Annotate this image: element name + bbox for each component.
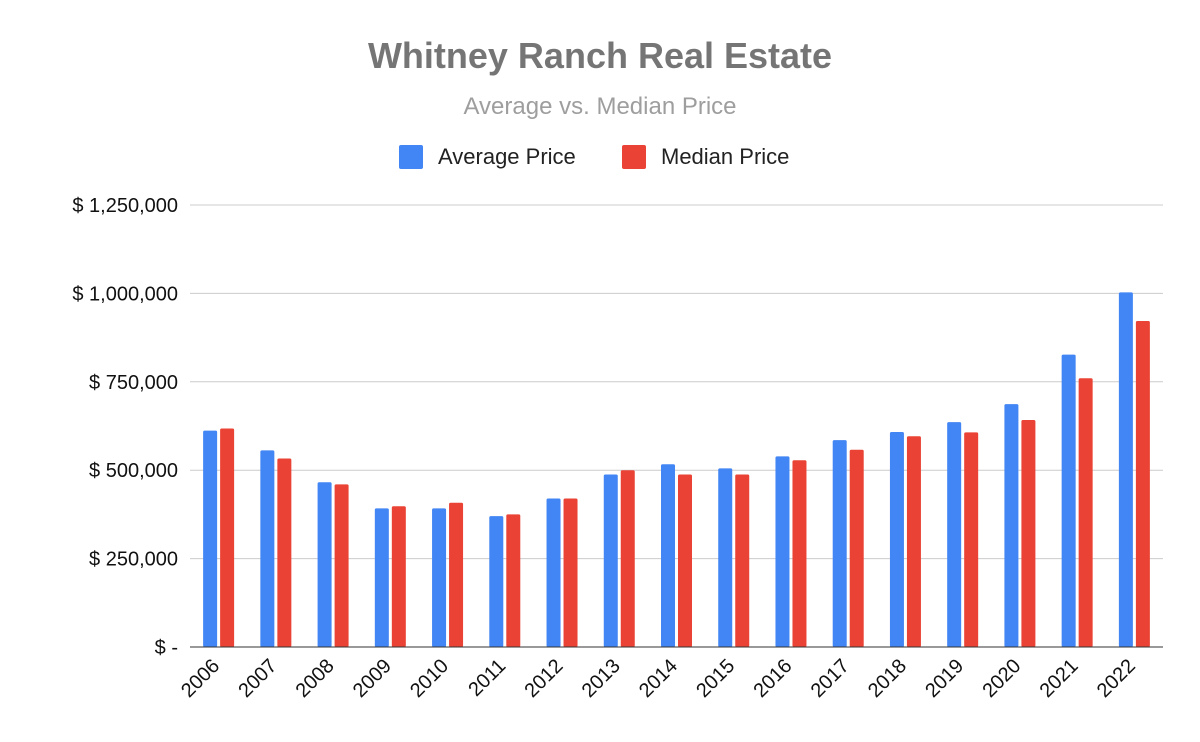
bar-median-price xyxy=(449,502,464,647)
x-tick-label: 2016 xyxy=(749,655,796,702)
bar-average-price xyxy=(775,456,790,647)
x-tick-label: 2011 xyxy=(464,655,510,701)
x-tick-label: 2008 xyxy=(292,655,339,702)
bar-average-price xyxy=(374,508,389,647)
legend: Average Price Median Price xyxy=(399,144,789,169)
x-tick-label: 2020 xyxy=(978,655,1025,702)
x-tick-label: 2018 xyxy=(864,655,911,702)
bar-average-price xyxy=(1004,404,1019,647)
x-tick-label: 2010 xyxy=(406,655,453,702)
y-tick-label: $ 1,250,000 xyxy=(72,195,178,217)
bar-average-price xyxy=(947,422,962,647)
bar-median-price xyxy=(849,449,864,647)
x-tick-label: 2019 xyxy=(921,655,968,702)
bar-median-price xyxy=(1135,320,1150,647)
bar-median-price xyxy=(277,458,292,647)
bar-median-price xyxy=(678,474,692,647)
y-axis-ticks: $ - $ 250,000 $ 500,000 $ 750,000 $ 1,000,00… xyxy=(72,195,178,659)
x-tick-label: 2006 xyxy=(177,655,224,702)
y-tick-label: $ 750,000 xyxy=(89,372,178,394)
bar-median-price xyxy=(964,432,979,647)
bar-average-price xyxy=(661,464,675,647)
bar-median-price xyxy=(220,428,235,647)
bar-median-price xyxy=(1078,378,1093,647)
bar-median-price xyxy=(391,506,406,647)
y-tick-label: $ 250,000 xyxy=(89,549,178,571)
y-tick-label: $ - xyxy=(155,637,178,659)
bar-average-price xyxy=(432,508,447,647)
bar-average-price xyxy=(832,440,847,647)
x-tick-label: 2014 xyxy=(635,655,682,702)
x-tick-label: 2022 xyxy=(1093,655,1140,702)
x-tick-label: 2013 xyxy=(578,655,625,702)
bar-average-price xyxy=(317,482,332,647)
x-tick-label: 2009 xyxy=(349,655,396,702)
bar-median-price xyxy=(792,460,807,647)
bar-median-price xyxy=(1021,419,1036,647)
chart-title: Whitney Ranch Real Estate xyxy=(368,35,832,76)
x-tick-label: 2012 xyxy=(521,655,568,702)
bar-average-price xyxy=(1118,292,1133,647)
bar-median-price xyxy=(506,514,521,647)
bar-average-price xyxy=(718,468,733,647)
y-tick-label: $ 1,000,000 xyxy=(72,283,178,305)
bar-average-price xyxy=(260,450,275,647)
x-tick-label: 2021 xyxy=(1036,655,1083,702)
bar-median-price xyxy=(620,470,635,647)
bar-average-price xyxy=(1061,354,1076,647)
x-tick-label: 2007 xyxy=(234,655,281,702)
legend-swatch-median xyxy=(622,145,646,169)
legend-swatch-average xyxy=(399,145,423,169)
bar-average-price xyxy=(603,474,618,647)
chart-subtitle: Average vs. Median Price xyxy=(463,93,736,120)
bar-median-price xyxy=(735,474,750,647)
legend-label-average: Average Price xyxy=(438,144,576,169)
bar-average-price xyxy=(546,498,561,647)
bar-average-price xyxy=(889,432,904,647)
x-tick-label: 2017 xyxy=(807,655,854,702)
gridlines xyxy=(190,204,1163,560)
legend-label-median: Median Price xyxy=(661,144,789,169)
bar-average-price xyxy=(489,516,504,647)
bar-average-price xyxy=(203,430,218,647)
bar-median-price xyxy=(906,436,921,647)
bars xyxy=(203,292,1150,647)
x-axis-ticks: 2006 2007 2008 2009 2010 2011 2012 2013 2014 2015… xyxy=(177,655,1140,702)
bar-median-price xyxy=(563,498,578,647)
bar-median-price xyxy=(334,484,349,647)
y-tick-label: $ 500,000 xyxy=(89,460,178,482)
x-tick-label: 2015 xyxy=(692,655,739,702)
